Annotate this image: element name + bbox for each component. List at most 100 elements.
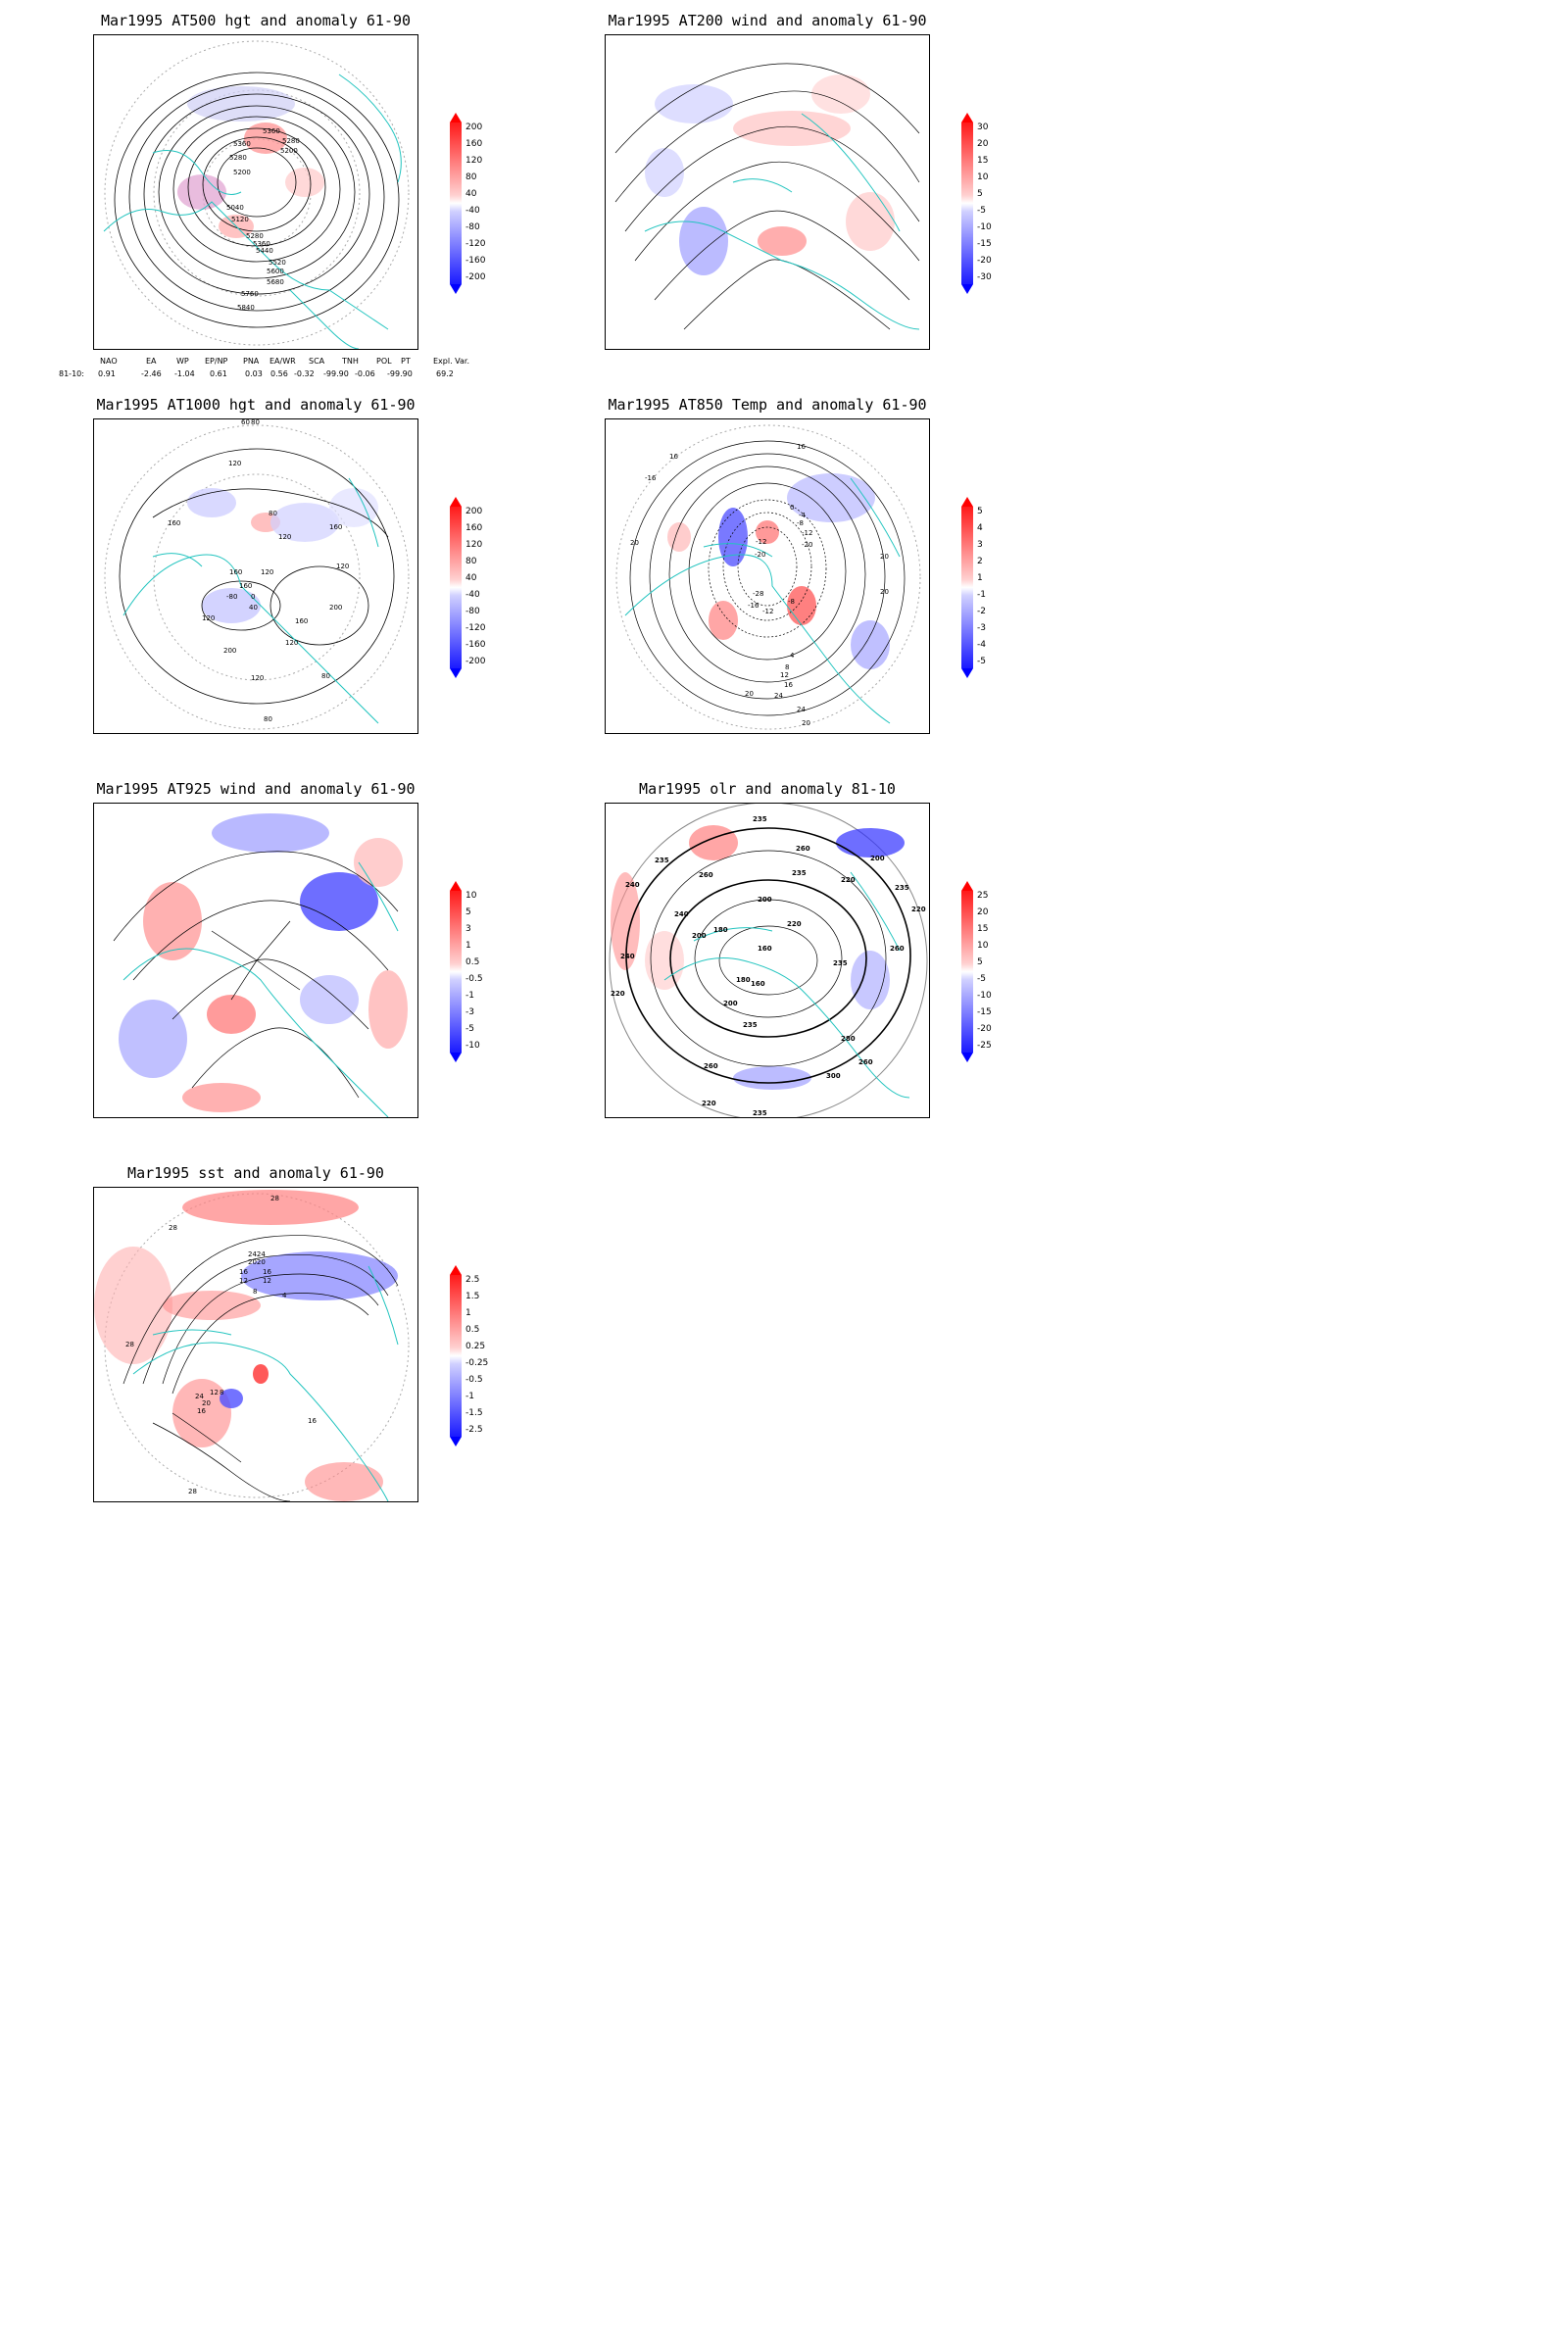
colorbar-scale	[961, 497, 973, 678]
contour-label: 235	[792, 869, 807, 877]
contour-label: 16	[263, 1268, 271, 1276]
polar-map-at200	[614, 63, 920, 330]
contour-label: 5680	[267, 278, 284, 286]
contour-label: 5280	[246, 232, 264, 240]
legend-label: -20	[977, 256, 992, 266]
legend-label: 15	[977, 924, 989, 934]
colorbar-scale	[450, 113, 462, 294]
legend-label: 2.5	[466, 1275, 480, 1285]
contour-label: 240	[625, 881, 640, 889]
colorbar-scale	[450, 497, 462, 678]
contour-label: 160	[229, 568, 242, 576]
index-header: NAO	[100, 357, 118, 366]
legend-label: 30	[977, 122, 989, 132]
contour-label: 160	[751, 980, 765, 988]
contour-label: -12	[762, 608, 773, 615]
legend-label: 15	[977, 156, 989, 166]
contour-label: 220	[841, 876, 856, 884]
contour-label: 24	[195, 1393, 204, 1400]
legend-label: -1	[977, 590, 986, 600]
index-value: -99.90	[387, 369, 413, 378]
legend-label: 200	[466, 122, 483, 132]
contour-label: 5280	[282, 137, 300, 145]
index-row-label: 81-10:	[59, 369, 84, 378]
legend-label: -160	[466, 256, 486, 266]
contour-label: 240	[674, 910, 689, 918]
legend-label: -10	[977, 991, 992, 1001]
legend-label: -15	[977, 239, 992, 249]
colorbar-at925: 10 5 3 1 0.5 -0.5 -1 -3 -5 -10	[448, 881, 516, 1062]
map-sst: 28 28 2424 2020 16 16 12 12 8 4 28 24 20…	[93, 1187, 418, 1502]
contour-label: 220	[911, 906, 926, 913]
legend-label: 160	[466, 139, 483, 149]
legend-label: 120	[466, 156, 483, 166]
contour-label: 5360	[233, 140, 251, 148]
contour-label: 120	[228, 460, 241, 467]
contour-label: 60	[241, 419, 250, 426]
index-header: Expl. Var.	[433, 357, 470, 366]
legend-label: 0.25	[466, 1342, 486, 1351]
index-value: -0.06	[355, 369, 375, 378]
colorbar-scale	[450, 881, 462, 1062]
contour-label: 5200	[280, 147, 298, 155]
legend-label: -200	[466, 272, 486, 282]
legend-label: 25	[977, 891, 989, 901]
panel-title-at500: Mar1995 AT500 hgt and anomaly 61-90	[100, 12, 412, 29]
legend-label: -40	[466, 206, 480, 216]
legend-label: -80	[466, 607, 480, 616]
contour-label: 235	[833, 959, 848, 967]
contour-label: 2424	[248, 1250, 266, 1258]
contour-label: 200	[723, 1000, 738, 1007]
colorbar-at200: 30 20 15 10 5 -5 -10 -15 -20 -30	[959, 113, 1028, 294]
contour-label: 120	[261, 568, 273, 576]
contour-label: 28	[188, 1488, 197, 1495]
legend-label: 20	[977, 907, 989, 917]
index-header: TNH	[342, 357, 359, 366]
contour-label: -4	[799, 512, 807, 519]
contour-label: 160	[295, 617, 308, 625]
legend-label: -40	[466, 590, 480, 600]
contour-label: 4	[282, 1292, 287, 1299]
contour-label: 80	[251, 419, 260, 426]
legend-label: -1	[466, 991, 474, 1001]
contour-label: 24	[774, 692, 783, 700]
index-value: -99.90	[323, 369, 349, 378]
contour-label: 12	[239, 1277, 248, 1285]
contour-label: 80	[321, 672, 330, 680]
contour-label: 180	[736, 976, 751, 984]
legend-label: -25	[977, 1041, 992, 1051]
contour-label: 235	[655, 857, 669, 864]
legend-label: -20	[977, 1024, 992, 1034]
legend-label: -5	[977, 974, 986, 984]
contour-label: 5520	[269, 259, 286, 267]
legend-label: -120	[466, 623, 486, 633]
contour-label: -16	[748, 602, 760, 610]
contour-label: 24	[797, 706, 806, 713]
contour-label: 5280	[229, 154, 247, 162]
contour-label: -80	[226, 593, 237, 601]
legend-label: -4	[977, 640, 986, 650]
contour-label: 8	[220, 1389, 223, 1396]
legend-label: -1.5	[466, 1408, 483, 1418]
legend-label: -1	[466, 1392, 474, 1401]
colorbar-at500: 200 160 120 80 40 -40 -80 -120 -160 -200	[448, 113, 516, 294]
legend-label: 3	[466, 924, 471, 934]
legend-label: 200	[466, 507, 483, 516]
legend-label: 10	[977, 941, 989, 951]
index-value: 0.61	[210, 369, 227, 378]
contour-label: 260	[858, 1058, 873, 1066]
contour-label: -8	[788, 598, 795, 606]
polar-map-at1000: 60 80 120 160 80 120 160 160 120 160 120…	[104, 419, 410, 730]
legend-label: 1	[466, 1308, 471, 1318]
contour-label: 5360	[253, 240, 270, 248]
contour-label: 20	[880, 553, 889, 561]
contour-label: 120	[202, 614, 215, 622]
contour-label: 235	[753, 1109, 767, 1117]
contour-label: 200	[329, 604, 342, 612]
map-at500: 5360 5360 5280 5200 5280 5200 5040 5120 …	[93, 34, 418, 350]
contour-label: 5760	[241, 290, 259, 298]
contour-label: 235	[743, 1021, 758, 1029]
contour-label: 12	[780, 671, 789, 679]
contour-label: 40	[249, 604, 258, 612]
panel-title-at1000: Mar1995 AT1000 hgt and anomaly 61-90	[96, 396, 416, 414]
